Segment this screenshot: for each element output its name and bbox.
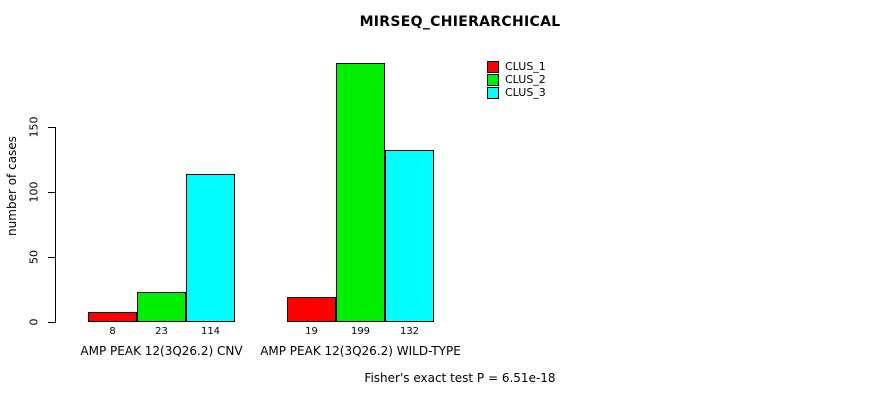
legend-item-clus_3: CLUS_3	[487, 86, 546, 99]
bar-value-label: 8	[109, 326, 116, 337]
bar-clus_3-group2	[385, 150, 434, 322]
bar-value-label: 199	[350, 326, 371, 337]
legend-swatch-clus_1	[487, 60, 499, 73]
legend-label: CLUS_2	[505, 73, 546, 86]
bar-value-label: 114	[200, 326, 221, 337]
bar-clus_2-group1	[137, 292, 186, 322]
bar-clus_1-group2	[287, 297, 336, 322]
y-axis-label: number of cases	[5, 136, 19, 236]
legend: CLUS_1 CLUS_2 CLUS_3	[487, 60, 546, 99]
legend-item-clus_1: CLUS_1	[487, 60, 546, 73]
annotation-text: Fisher's exact test P = 6.51e-18	[364, 371, 556, 385]
legend-label: CLUS_1	[505, 60, 546, 73]
bar-value-label: 19	[305, 326, 318, 337]
y-tick-label: 0	[27, 318, 41, 326]
legend-swatch-clus_2	[487, 73, 499, 86]
y-tick-mark	[48, 127, 55, 128]
y-tick-label: 100	[27, 181, 41, 203]
bar-clus_1-group1	[88, 312, 137, 322]
y-tick-mark	[48, 192, 55, 193]
group-label: AMP PEAK 12(3Q26.2) WILD-TYPE	[260, 344, 461, 358]
plot-area	[55, 60, 615, 322]
y-tick-mark	[48, 322, 55, 323]
bar-clus_2-group2	[336, 63, 385, 322]
legend-swatch-clus_3	[487, 86, 499, 99]
y-tick-label: 50	[27, 250, 41, 264]
bar-value-label: 23	[155, 326, 168, 337]
group-label: AMP PEAK 12(3Q26.2) CNV	[80, 344, 243, 358]
bar-clus_3-group1	[186, 174, 235, 322]
legend-label: CLUS_3	[505, 86, 546, 99]
legend-item-clus_2: CLUS_2	[487, 73, 546, 86]
bar-value-label: 132	[399, 326, 420, 337]
chart-title: MIRSEQ_CHIERARCHICAL	[359, 14, 561, 30]
y-tick-mark	[48, 257, 55, 258]
y-axis-line	[55, 127, 56, 323]
y-tick-label: 150	[27, 116, 41, 138]
